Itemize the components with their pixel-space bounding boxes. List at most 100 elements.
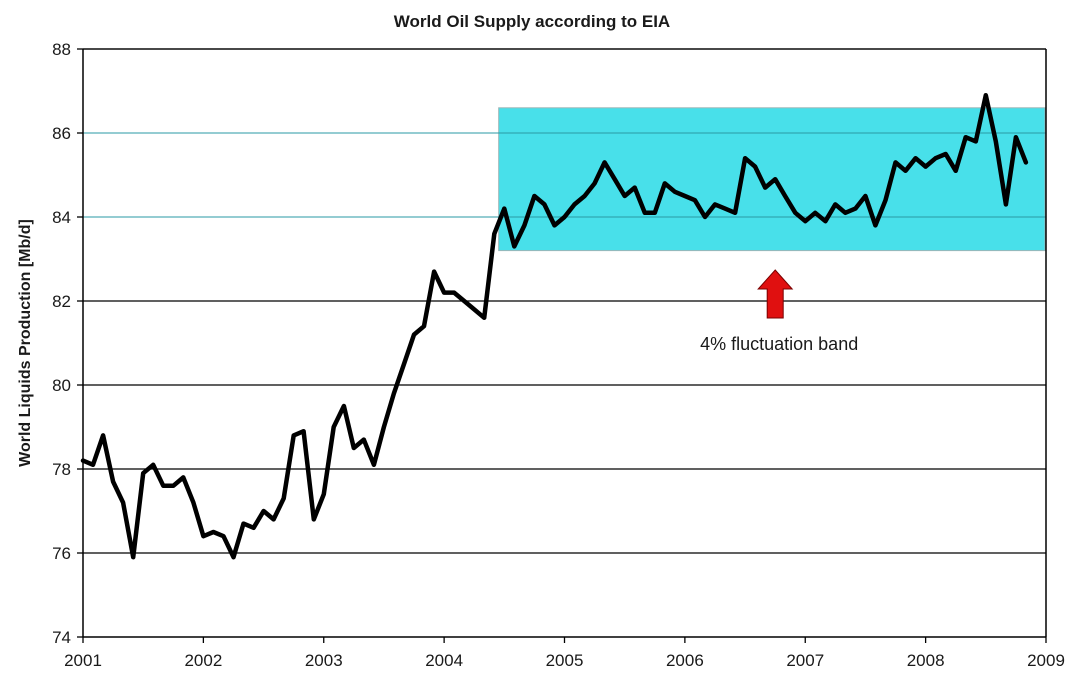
data-point: [202, 535, 205, 537]
data-point: [583, 195, 586, 197]
data-point: [543, 203, 546, 206]
data-point: [1005, 203, 1007, 206]
x-tick-label-2003: 2003: [305, 651, 343, 670]
data-point: [633, 186, 636, 189]
y-axis-label: World Liquids Production [Mb/d]: [17, 219, 34, 467]
y-tick-label-76: 76: [52, 544, 71, 563]
data-point: [794, 212, 797, 214]
y-tick-label-84: 84: [52, 208, 71, 227]
x-tick-label-2008: 2008: [907, 651, 945, 670]
y-tick-label-82: 82: [52, 292, 71, 311]
data-point: [603, 161, 606, 164]
y-tick-label-88: 88: [52, 40, 71, 59]
data-point: [122, 501, 124, 504]
x-tick-label-2006: 2006: [666, 651, 704, 670]
y-tick-label-86: 86: [52, 124, 71, 143]
data-point: [653, 212, 656, 214]
data-point: [262, 510, 265, 512]
data-point: [904, 170, 907, 172]
data-point: [503, 207, 506, 210]
data-point: [714, 203, 716, 206]
data-point: [192, 501, 195, 504]
data-point: [473, 308, 476, 311]
y-tick-label-80: 80: [52, 376, 71, 395]
data-point: [694, 199, 696, 201]
data-point: [975, 140, 977, 143]
data-point: [162, 485, 165, 487]
data-point: [954, 170, 957, 172]
chart-title: World Oil Supply according to EIA: [394, 12, 670, 31]
data-point: [403, 363, 405, 365]
y-tick-label-74: 74: [52, 628, 71, 647]
data-point: [663, 182, 666, 185]
data-point: [292, 434, 295, 437]
data-point: [995, 140, 997, 143]
data-point: [684, 195, 686, 197]
data-point: [1025, 161, 1027, 164]
data-point: [423, 325, 425, 328]
data-point: [302, 430, 305, 433]
data-point: [363, 438, 365, 441]
data-point: [884, 199, 887, 201]
data-point: [774, 178, 776, 180]
data-point: [593, 182, 596, 185]
data-point: [824, 220, 827, 222]
data-point: [82, 459, 84, 462]
data-point: [343, 405, 345, 407]
data-point: [513, 245, 516, 248]
data-point: [332, 426, 335, 428]
data-point: [373, 464, 375, 466]
red-arrow-annotation: [757, 269, 794, 319]
data-point: [844, 212, 847, 214]
data-point: [282, 497, 285, 500]
data-point: [533, 195, 536, 197]
data-point: [985, 94, 987, 96]
data-point: [252, 527, 255, 529]
series-layer: [80, 92, 1029, 560]
data-point: [453, 291, 455, 294]
data-point: [182, 476, 185, 479]
x-tick-label-2009: 2009: [1027, 651, 1065, 670]
data-point: [483, 317, 486, 319]
data-point: [172, 485, 175, 487]
data-point: [242, 522, 245, 525]
data-point: [132, 556, 134, 558]
data-point: [553, 224, 556, 227]
data-point: [312, 518, 315, 521]
data-point: [834, 203, 837, 206]
data-point: [804, 220, 807, 222]
axes-layer: 74 76 78 80 82 84 86 88 2001 2002 2003 2004 2005 2006…: [52, 40, 1065, 670]
data-point: [934, 157, 937, 159]
annotation-layer: 4% fluctuation band: [700, 269, 858, 354]
data-point: [212, 531, 215, 533]
data-point: [353, 447, 355, 449]
data-point: [463, 300, 466, 302]
x-tick-label-2004: 2004: [425, 651, 463, 670]
data-point: [914, 157, 917, 159]
data-point: [112, 480, 114, 483]
data-point: [894, 161, 897, 164]
data-point: [734, 212, 736, 214]
data-point: [784, 195, 786, 197]
band-annotation-label: 4% fluctuation band: [700, 334, 858, 354]
y-tick-label-78: 78: [52, 460, 71, 479]
data-point: [864, 195, 867, 197]
data-point: [613, 178, 616, 180]
data-point: [764, 186, 766, 189]
data-point: [573, 203, 576, 206]
data-point: [443, 291, 445, 294]
data-point: [92, 464, 94, 466]
data-point: [523, 224, 526, 227]
x-tick-label-2007: 2007: [786, 651, 824, 670]
data-point: [383, 426, 385, 428]
data-point: [754, 165, 756, 168]
data-point: [142, 472, 144, 475]
data-point: [924, 165, 927, 168]
x-tick-label-2001: 2001: [64, 651, 102, 670]
data-point: [413, 333, 415, 336]
x-tick-label-2002: 2002: [184, 651, 222, 670]
data-point: [493, 233, 496, 235]
data-point: [1015, 136, 1017, 138]
